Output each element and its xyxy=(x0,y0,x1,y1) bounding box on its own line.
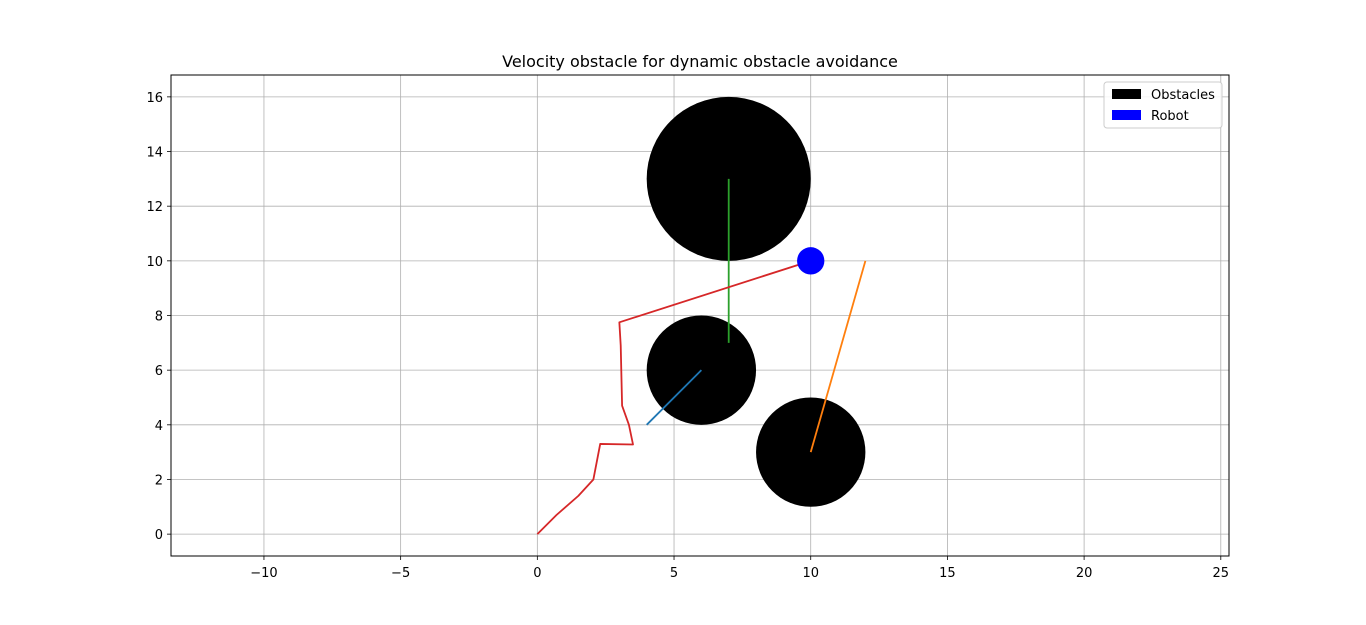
x-tick-label: 20 xyxy=(1076,566,1093,581)
y-tick-label: 6 xyxy=(155,364,163,379)
robot-marker xyxy=(797,247,825,275)
x-tick-label: 15 xyxy=(939,566,956,581)
chart-title: Velocity obstacle for dynamic obstacle a… xyxy=(502,52,898,71)
legend-label-obstacles: Obstacles xyxy=(1151,88,1215,103)
x-tick-label: −5 xyxy=(391,566,410,581)
x-tick-label: −10 xyxy=(250,566,277,581)
y-tick-label: 10 xyxy=(146,255,163,270)
y-tick-label: 0 xyxy=(155,528,163,543)
trajectory-line-4 xyxy=(536,259,811,535)
robot-layer xyxy=(797,247,825,275)
y-tick-label: 8 xyxy=(155,310,163,325)
x-tick-label: 25 xyxy=(1213,566,1230,581)
y-tick-label: 16 xyxy=(146,91,163,106)
legend-swatch-obstacles xyxy=(1112,89,1141,99)
x-tick-label: 5 xyxy=(670,566,678,581)
y-tick-label: 12 xyxy=(146,200,163,215)
obstacles-layer xyxy=(646,96,866,507)
trajectory-lines xyxy=(536,178,867,535)
y-tick-label: 14 xyxy=(146,146,163,161)
y-tick-label: 4 xyxy=(155,419,163,434)
x-tick-label: 0 xyxy=(533,566,541,581)
trajectory-line-1 xyxy=(646,369,703,426)
y-tick-label: 2 xyxy=(155,473,163,488)
legend: Obstacles Robot xyxy=(1103,81,1223,129)
legend-swatch-robot xyxy=(1112,110,1141,120)
axis-ticks: −10 −5 0 5 10 15 20 25 0 2 4 6 8 10 12 14 16 xyxy=(146,91,1229,581)
legend-label-robot: Robot xyxy=(1151,109,1189,124)
trajectory-line-2 xyxy=(809,260,867,453)
grid xyxy=(171,75,1229,556)
x-tick-label: 10 xyxy=(802,566,819,581)
